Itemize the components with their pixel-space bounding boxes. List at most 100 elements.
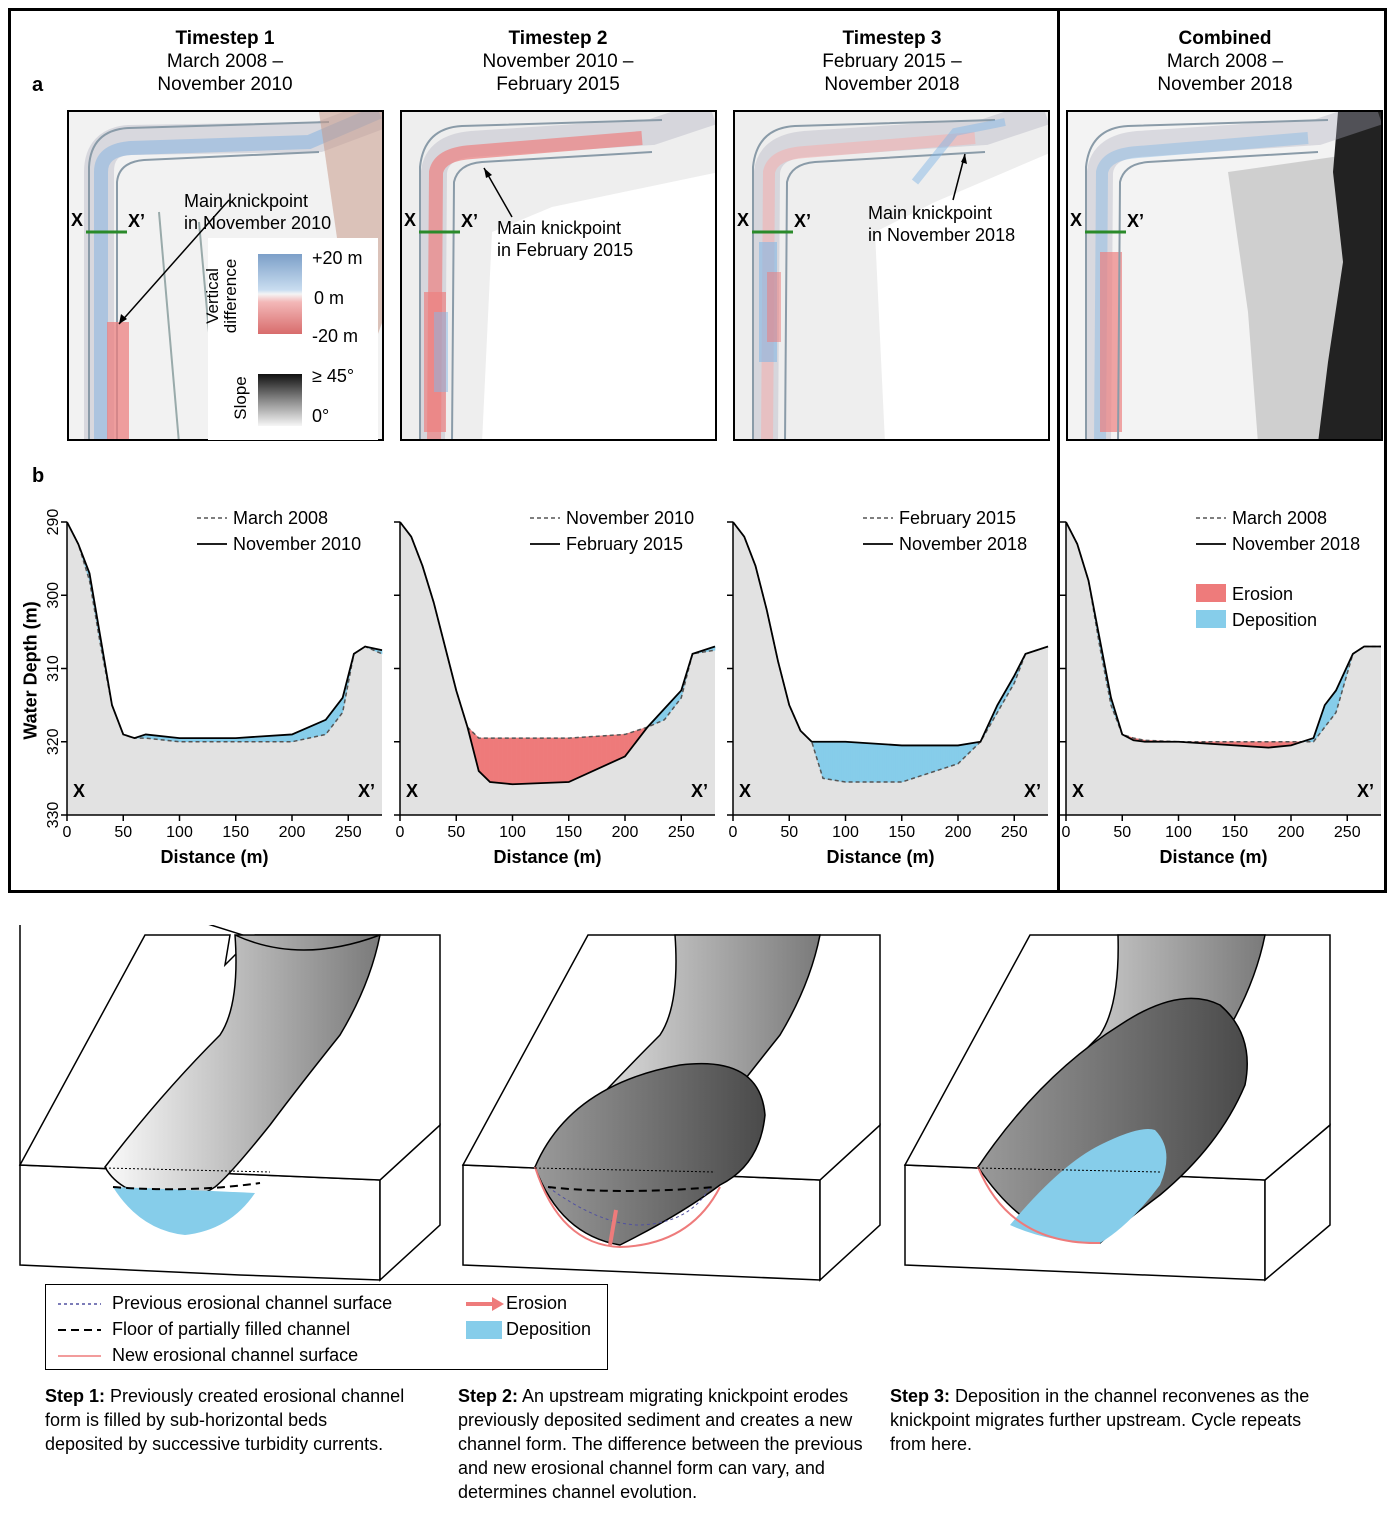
profiles-svg: 290 300 310 320 330 0 50 100 150 200 250 Distance (… [45,508,1381,867]
legend-dashed-label: March 2008 [1232,508,1327,528]
x-tick-label: 250 [1001,824,1028,841]
x-tick-label: 200 [945,824,972,841]
profile-line-3-new [732,521,1049,747]
profile-end-label-xp: X’ [1357,781,1374,801]
map3-annotation: Main knickpoint in November 2018 [868,203,1016,245]
schematic-diagram [18,925,1331,1282]
x-tick-label: 250 [335,824,362,841]
profile-end-label-xp: X’ [1024,781,1041,801]
map-timestep-3 [733,110,1050,441]
x-tick-label: 100 [1165,824,1192,841]
schematic-legend-swatches [58,1297,504,1357]
profile-end-label-x: X [406,781,418,801]
profile-line-1-new [66,521,383,740]
slope-colorbar [258,374,302,426]
step-3-caption: Step 3: Deposition in the channel reconv… [890,1386,1310,1454]
legend-v-bottom: -20 m [312,326,359,346]
legend-deposition: Deposition [506,1319,592,1339]
map-image-4 [1068,112,1381,439]
x-tick-label: 200 [612,824,639,841]
y-tick-label: 320 [45,728,62,755]
map1-annotation: Main knickpoint in November 2010 [184,191,332,233]
legend-dashed-label: February 2015 [899,508,1016,528]
x-axis-title-3: Distance (m) [826,847,934,867]
y-tick-label: 290 [45,509,62,536]
profile-end-label-x: X [739,781,751,801]
x-tick-label: 250 [668,824,695,841]
y-tick-label: 310 [45,655,62,682]
x-tick-label: 150 [888,824,915,841]
profile-line-2-new [399,521,716,786]
x-tick-label: 0 [396,824,405,841]
x-tick-label: 250 [1334,824,1361,841]
x-tick-label: 0 [729,824,738,841]
x-tick-label: 150 [222,824,249,841]
legend-s-top: ≥ 45° [312,366,355,386]
legend-s-bottom: 0° [312,406,330,426]
legend-new-surface: New erosional channel surface [112,1345,359,1365]
profile-end-label-x: X [1072,781,1084,801]
legend-deposition-swatch [1196,610,1226,628]
map4-x-label: X [1070,210,1083,230]
map2-x-label: X [404,210,417,230]
column-title-1: Timestep 1 March 2008 – November 2010 [157,28,293,95]
vertical-difference-colorbar [258,254,302,334]
profile-end-label-xp: X’ [358,781,375,801]
legend-solid-label: November 2010 [233,534,361,554]
map1-x-label: X [71,210,84,230]
map1-xp-label: X’ [128,211,146,231]
map3-xp-label: X’ [794,211,812,231]
x-tick-label: 100 [499,824,526,841]
x-tick-label: 50 [114,824,132,841]
map-image-3 [735,112,1048,439]
x-tick-label: 50 [780,824,798,841]
legend-erosion: Erosion [506,1293,568,1313]
map4-xp-label: X’ [1127,211,1145,231]
x-tick-label: 50 [447,824,465,841]
legend-erosion-label: Erosion [1232,584,1293,604]
x-axis-title-1: Distance (m) [160,847,268,867]
schematic-block-2 [461,934,881,1282]
column-title-3: Timestep 3 February 2015 – November 2018 [822,28,962,95]
map3-x-label: X [737,210,750,230]
schematic-legend: Previous erosional channel surface Floor… [45,1284,608,1370]
map-legend: Vertical difference +20 m 0 m -20 m Slope… [203,238,378,440]
map2-xp-label: X’ [461,211,479,231]
x-tick-label: 100 [166,824,193,841]
profile-terrain-4 [1066,522,1381,815]
x-tick-label: 150 [1221,824,1248,841]
legend-solid-label: November 2018 [899,534,1027,554]
profile-end-label-x: X [73,781,85,801]
x-axis-title-4: Distance (m) [1159,847,1267,867]
schematic-block-3 [903,934,1331,1282]
legend-v-top: +20 m [312,248,363,268]
x-tick-label: 0 [1062,824,1071,841]
legend-solid-label: November 2018 [1232,534,1360,554]
step-1-caption: Step 1: Previously created erosional cha… [45,1386,405,1454]
panel-ab-frame-right [1057,8,1387,893]
column-title-4: Combined March 2008 – November 2018 [1157,28,1293,95]
legend-deposition-label: Deposition [1232,610,1317,630]
map-timestep-2 [400,110,717,441]
profile-line-1-old [66,521,383,743]
legend-floor-partially-filled: Floor of partially filled channel [112,1319,351,1339]
panel-label-a: a [32,74,44,96]
profile-line-4-new [1065,521,1381,749]
y-tick-label: 330 [45,802,62,829]
map2-annotation: Main knickpoint in February 2015 [497,218,634,260]
step-2-caption: Step 2: An upstream migrating knickpoint… [458,1386,863,1502]
schematic-block-1 [18,925,441,1282]
y-tick-label: 300 [45,582,62,609]
x-tick-label: 150 [555,824,582,841]
profile-end-label-xp: X’ [691,781,708,801]
legend-previous-surface: Previous erosional channel surface [112,1293,393,1313]
legend-solid-label: February 2015 [566,534,683,554]
panel-label-b: b [32,465,45,487]
legend-erosion-swatch [1196,584,1226,602]
x-axis-title-2: Distance (m) [493,847,601,867]
column-title-2: Timestep 2 November 2010 – February 2015 [482,28,634,95]
profile-terrain-1 [67,522,382,815]
legend-dashed-label: November 2010 [566,508,694,528]
legend-v-mid: 0 m [314,288,345,308]
x-tick-label: 50 [1113,824,1131,841]
